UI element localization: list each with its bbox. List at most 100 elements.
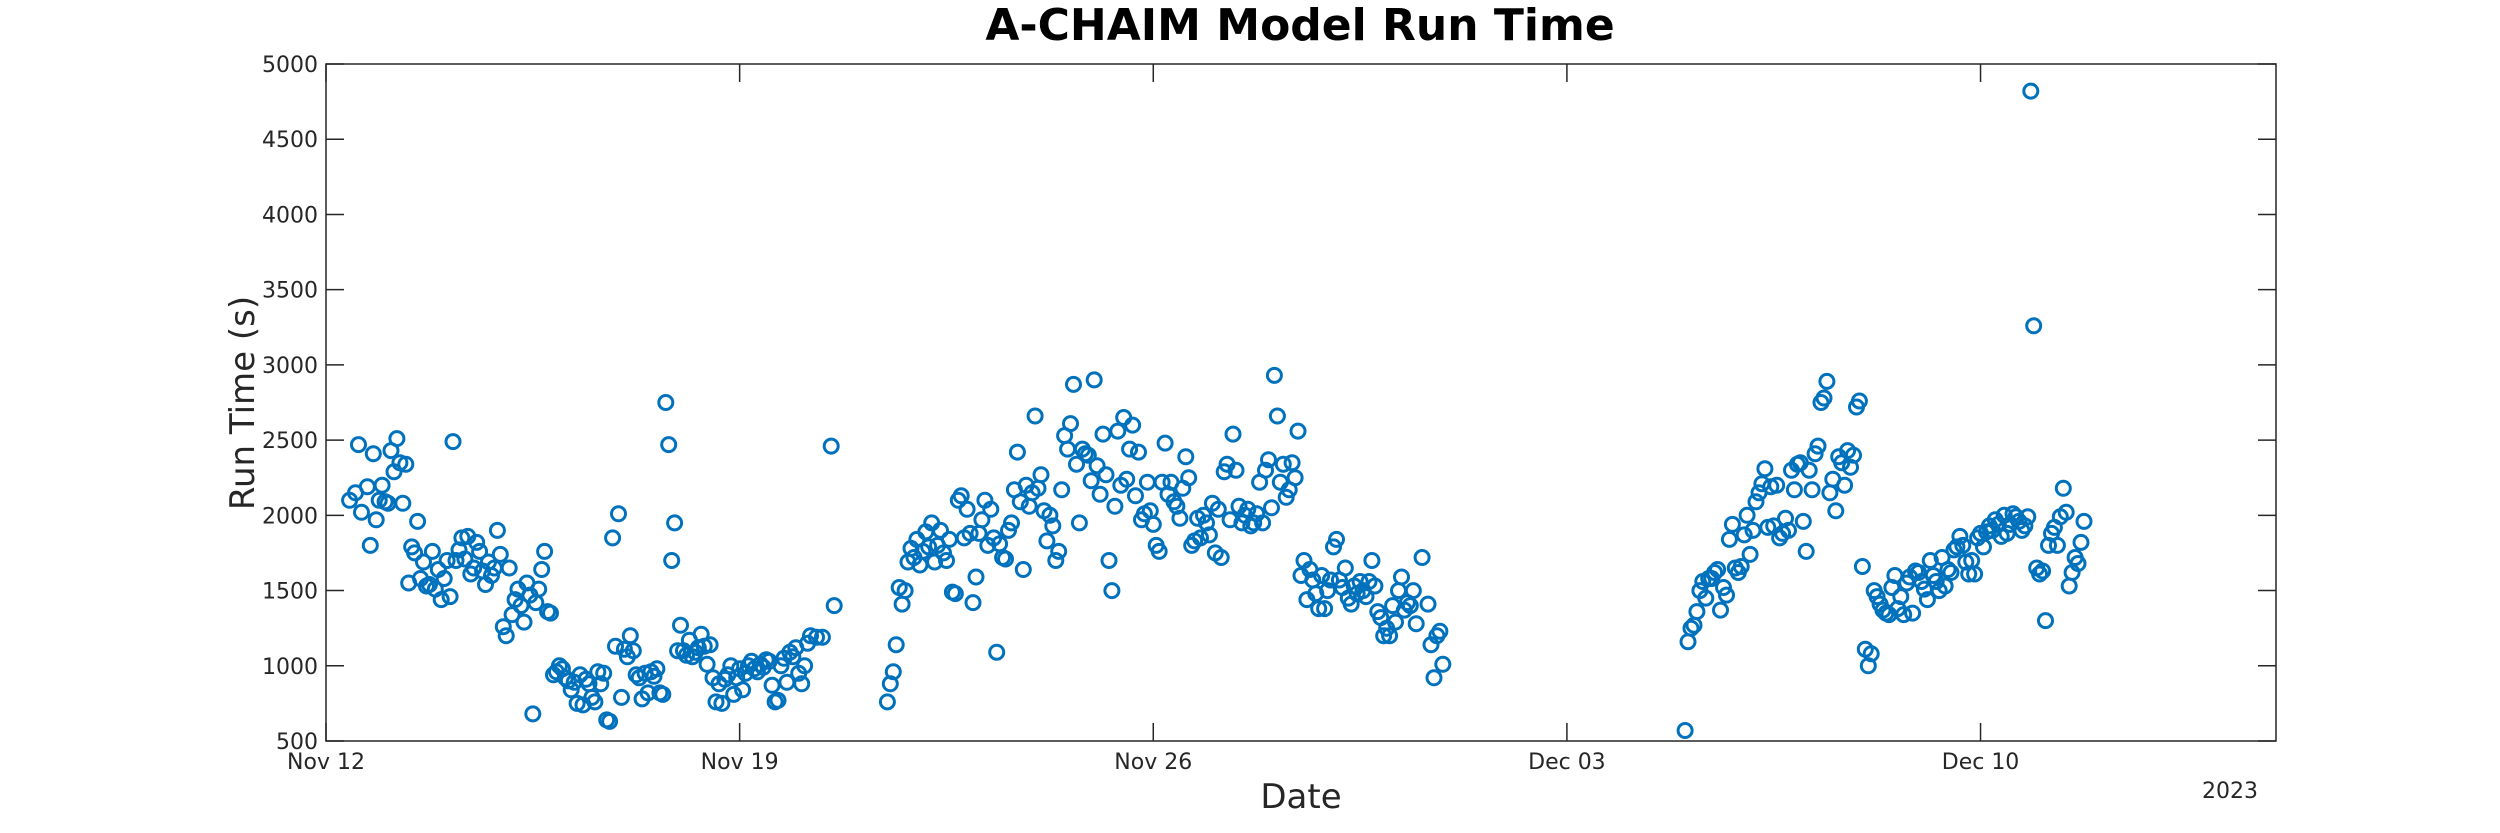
data-point [1065,375,1082,393]
x-axis-year-label: 2023 [2202,779,2258,804]
data-point [1209,500,1227,518]
data-point [2048,536,2066,554]
data-point [654,685,672,703]
data-point [350,436,367,454]
data-point [536,542,554,560]
data-point [967,568,985,586]
data-point [725,685,743,703]
data-point [1127,487,1144,505]
data-point [1044,517,1062,535]
data-point [1050,542,1068,560]
y-axis: 500 1000 1500 2000 2500 3000 3500 4000 4500 5000 [262,53,2276,755]
x-tick-label: Nov 26 [1114,750,1192,775]
data-point [503,606,521,624]
data-point [1936,577,1954,595]
data-point [1904,604,1922,622]
data-point [1138,473,1156,491]
data-point [1895,606,1913,624]
data-point [1271,473,1289,491]
data-point [1718,586,1735,604]
data-point [1434,655,1452,673]
data-point [784,648,802,666]
data-point [1106,497,1124,515]
y-tick-label: 3500 [262,279,318,304]
data-point [961,524,979,542]
data-point [1951,527,1969,545]
data-point [1939,561,1957,578]
data-point [388,430,406,448]
data-point [1747,493,1765,511]
data-point [1215,463,1233,481]
data-point [364,445,382,463]
data-point [1245,514,1263,532]
data-point [624,642,642,660]
data-point [1768,476,1786,494]
data-point [1097,466,1115,484]
data-point [1032,466,1050,484]
data-point [1753,475,1771,493]
x-axis-label: Date [1260,777,1341,817]
data-point [698,655,716,673]
data-point [763,676,781,694]
data-point [1850,392,1868,410]
data-point [920,538,938,556]
data-point [1192,529,1209,547]
data-point [1366,577,1384,595]
data-point [663,552,681,569]
data-point [1059,440,1077,458]
data-point [1688,603,1706,621]
data-point [1118,470,1136,488]
data-point [542,604,559,622]
data-point [488,521,506,539]
data-point [610,505,627,523]
data-point [1381,627,1399,645]
data-point [361,536,379,554]
data-point [2025,317,2043,335]
y-tick-label: 3000 [262,354,318,379]
data-point [1289,422,1307,440]
data-point [533,561,551,578]
data-point [1715,579,1732,596]
data-point [1712,601,1729,619]
data-point [491,545,509,563]
data-point [468,533,486,551]
data-point [997,550,1014,568]
data-point [1038,532,1056,550]
data-point [515,613,533,631]
data-point [796,657,814,675]
data-point [1041,506,1059,524]
data-point [1413,549,1431,566]
data-point [1709,561,1727,578]
y-tick-label: 1000 [262,655,318,680]
data-point [1785,481,1803,499]
data-point [657,394,675,411]
data-point [447,552,465,569]
data-point [1121,440,1139,458]
data-point [1827,502,1845,520]
data-point [1316,600,1334,618]
data-point [1195,506,1212,524]
data-point [935,544,952,562]
data-point [669,642,687,660]
data-point [1363,552,1381,569]
data-point [1239,500,1257,518]
data-point [1387,613,1404,631]
data-point [2016,517,2034,535]
y-axis-label: Run Time (s) [223,296,263,510]
data-point [1286,469,1304,487]
data-point [373,476,391,494]
data-point [1732,558,1750,575]
data-point [1079,446,1097,464]
data-point [1091,485,1109,503]
data-point [1011,493,1029,511]
data-point [1171,509,1189,527]
data-point [1150,542,1168,560]
data-point [2034,562,2052,580]
data-point [2069,555,2087,572]
data-point [1975,538,1992,556]
data-point [607,637,624,655]
x-tick-label: Nov 19 [701,750,779,775]
data-point [1070,514,1088,532]
data-point [465,559,483,577]
